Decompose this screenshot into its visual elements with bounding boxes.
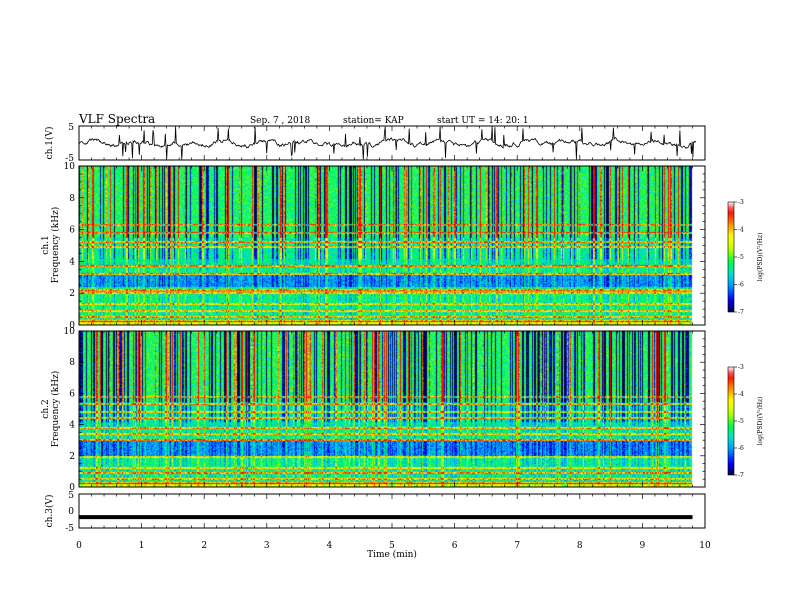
figure-title: VLF Spectra: [78, 112, 155, 126]
colorbar-tick-label: -7: [738, 472, 744, 479]
ch3-ylabel: ch.3(V): [44, 495, 55, 528]
ch1-spec-yticks: 0 2 4 6 8 10: [64, 162, 705, 331]
ch1-spec-xticks: [78, 166, 706, 325]
ch1-waveform-line: [78, 126, 696, 160]
colorbar-tick-label: -6: [738, 445, 744, 452]
colorbar-tick-label: -3: [738, 364, 744, 371]
time-tick-label: 0: [76, 541, 82, 551]
spec1-ytick-label: 8: [69, 194, 75, 204]
ch2-spectrogram-image: [79, 331, 705, 487]
colorbar-tick-label: -7: [738, 309, 744, 316]
time-tick-label: 4: [327, 541, 333, 551]
ch2-spec-yticks: 0 2 4 6 8 10: [64, 327, 705, 493]
spec1-ytick-label: 2: [69, 289, 75, 299]
ch2-colorbar-gradient: [728, 367, 734, 475]
ch3-frame: [78, 493, 706, 529]
time-tick-label: 6: [452, 541, 458, 551]
colorbar-tick-label: -5: [738, 254, 744, 261]
ch1-ytick-top: 5: [68, 123, 74, 133]
spec2-ytick-label: 4: [69, 421, 75, 431]
ch1-spectrogram-panel: 0 2 4 6 8 10 ch.1 Frequency (kHz) -3 -4 -5 -6 -7 …: [41, 162, 764, 331]
time-tick-label: 7: [514, 541, 520, 551]
spec1-ytick-label: 6: [69, 226, 75, 236]
ch3-xticks: [78, 494, 706, 528]
spec1-ytick-label: 4: [69, 257, 75, 267]
time-tick-label: 10: [699, 541, 711, 551]
ch1-colorbar-ticks: -3 -4 -5 -6 -7: [734, 199, 744, 316]
ch1-colorbar-gradient: [728, 202, 734, 312]
time-axis-tick-labels: 0 1 2 3 4 5 6 7 8 9 10: [76, 541, 711, 551]
colorbar-tick-label: -6: [738, 282, 744, 289]
ch3-ytick-top: 5: [68, 491, 74, 501]
ch2-spectrogram-panel: 0 2 4 6 8 10 ch.2 Frequency (kHz) -3 -4 -5 -6 -7 …: [41, 327, 764, 493]
spec2-ytick-label: 8: [69, 358, 75, 368]
time-tick-label: 2: [201, 541, 207, 551]
ch1-colorbar-label: log(PSD)(V²/Hz): [757, 233, 764, 282]
station-label: station= KAP: [343, 116, 404, 126]
time-tick-label: 8: [577, 541, 583, 551]
time-axis-label: Time (min): [367, 549, 417, 560]
ch2-spec-ylabel-2: Frequency (kHz): [50, 371, 61, 448]
ch1-ylabel: ch.1(V): [44, 127, 55, 160]
ch1-ytick-bottom: -5: [65, 154, 74, 164]
spec1-ytick-label: 10: [64, 162, 76, 172]
ch2-colorbar-label: log(PSD)(V²/Hz): [757, 397, 764, 446]
ch3-ytick-mid: 0: [68, 507, 74, 517]
ch2-colorbar: -3 -4 -5 -6 -7 log(PSD)(V²/Hz): [727, 364, 764, 479]
ch2-spectrogram-holder: [79, 331, 705, 487]
ch1-waveform-panel: 5 -5 ch.1(V): [44, 123, 706, 164]
colorbar-tick-label: -4: [738, 227, 744, 234]
ch2-spec-xticks: [78, 331, 706, 487]
ch1-xticks: [78, 126, 706, 160]
ch1-spectrogram-image: [79, 166, 705, 325]
time-tick-label: 9: [640, 541, 646, 551]
start-time-label: start UT = 14: 20: 1: [437, 116, 529, 126]
colorbar-tick-label: -3: [738, 199, 744, 206]
ch1-spectrogram-holder: [79, 166, 705, 325]
spec2-ytick-label: 0: [69, 483, 75, 493]
spec2-ytick-label: 6: [69, 389, 75, 399]
ch1-colorbar: -3 -4 -5 -6 -7 log(PSD)(V²/Hz): [727, 199, 764, 316]
ch2-spec-ylabel-1: ch.2: [41, 399, 51, 418]
ch3-waveform-panel: 5 0 -5 ch.3(V): [44, 491, 706, 534]
spec2-ytick-label: 2: [69, 452, 75, 462]
spec2-ytick-label: 10: [64, 327, 76, 337]
ch2-colorbar-ticks: -3 -4 -5 -6 -7: [734, 364, 744, 479]
time-tick-label: 5: [389, 541, 395, 551]
time-tick-label: 1: [139, 541, 145, 551]
ch1-spec-ylabel-1: ch.1: [41, 235, 51, 254]
colorbar-tick-label: -4: [738, 391, 744, 398]
ch1-spec-ylabel-2: Frequency (kHz): [50, 207, 61, 284]
time-tick-label: 3: [264, 541, 270, 551]
spec1-ytick-label: 0: [69, 321, 75, 331]
date-label: Sep. 7 , 2018: [250, 116, 310, 126]
colorbar-tick-label: -5: [738, 418, 744, 425]
ch3-ytick-bottom: -5: [65, 524, 74, 534]
